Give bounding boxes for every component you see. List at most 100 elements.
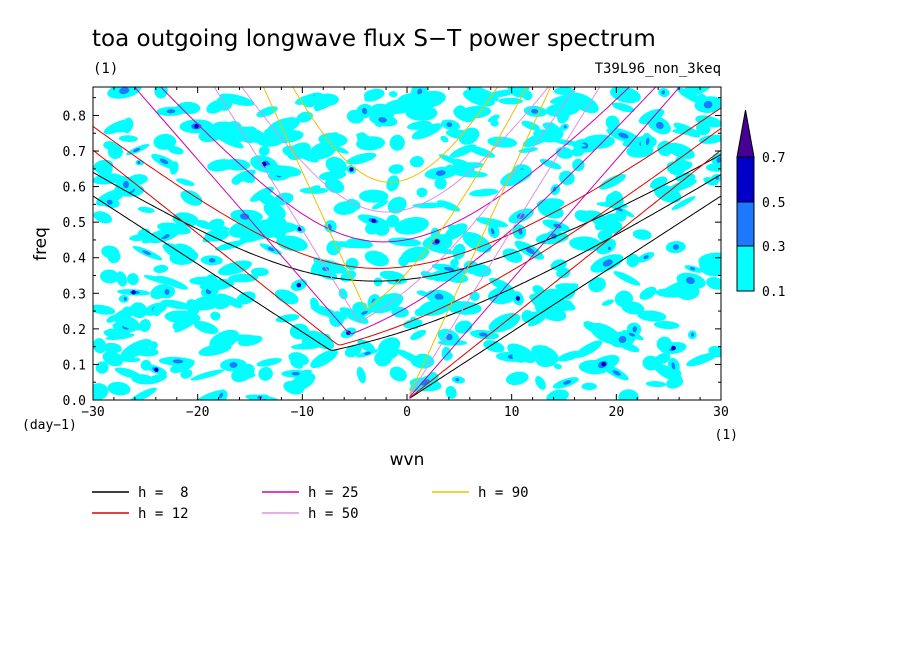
contour-level-0.3 xyxy=(607,246,611,250)
contour-level-0.1 xyxy=(653,320,680,330)
contour-level-0.1 xyxy=(359,189,389,203)
contour-level-0.1 xyxy=(611,102,635,113)
contour-level-0.1 xyxy=(654,353,671,365)
contour-level-0.1 xyxy=(119,319,144,331)
contour-level-0.1 xyxy=(583,321,599,333)
contour-level-0.5 xyxy=(671,345,676,351)
contour-level-0.1 xyxy=(100,269,119,284)
contour-level-0.1 xyxy=(388,164,404,174)
contour-level-0.3 xyxy=(618,132,629,139)
contour-level-0.1 xyxy=(484,89,517,98)
contour-level-0.1 xyxy=(215,240,247,251)
contour-level-0.1 xyxy=(530,297,545,308)
contour-level-0.1 xyxy=(324,178,345,194)
contour-level-0.1 xyxy=(143,374,168,385)
contour-level-0.1 xyxy=(180,190,203,206)
contour-level-0.1 xyxy=(289,323,310,340)
contour-level-0.3 xyxy=(686,277,695,285)
contour-level-0.1 xyxy=(437,200,461,212)
contour-level-0.1 xyxy=(594,213,620,231)
contour-level-0.3 xyxy=(445,333,453,341)
contour-level-0.5 xyxy=(296,282,302,288)
ig0-curve-h25 xyxy=(133,87,657,335)
contour-level-0.3 xyxy=(690,332,694,337)
y-tick-label: 0.6 xyxy=(63,181,86,196)
contour-level-0.1 xyxy=(371,200,388,210)
contour-level-0.1 xyxy=(369,293,404,314)
ig1-curve-h12 xyxy=(93,107,721,269)
contour-level-0.1 xyxy=(364,250,389,267)
contour-level-0.1 xyxy=(344,344,362,358)
contour-level-0.1 xyxy=(93,211,113,224)
contour-level-0.3 xyxy=(455,378,460,382)
contour-level-0.1 xyxy=(93,304,116,315)
contour-level-0.1 xyxy=(469,188,499,197)
ig0-curve-h50 xyxy=(213,87,577,323)
contour-level-0.1 xyxy=(162,243,194,263)
contour-level-0.3 xyxy=(443,266,455,272)
contour-level-0.3 xyxy=(106,199,113,205)
contour-level-0.1 xyxy=(489,277,514,293)
contour-level-0.1 xyxy=(470,264,492,277)
title-unit: (1) xyxy=(93,61,118,77)
contour-level-0.1 xyxy=(703,177,719,186)
contour-level-0.1 xyxy=(311,144,325,151)
contour-level-0.1 xyxy=(238,335,263,347)
contour-level-0.1 xyxy=(391,306,409,318)
contour-level-0.1 xyxy=(207,159,235,172)
contour-level-0.1 xyxy=(120,339,152,360)
contour-level-0.1 xyxy=(172,212,199,227)
contour-level-0.1 xyxy=(191,294,225,311)
ig0-curve-h90 xyxy=(262,87,528,309)
contour-level-0.1 xyxy=(672,128,701,135)
colorbar-segment-0 xyxy=(736,245,755,292)
contour-level-0.1 xyxy=(531,345,558,363)
contour-level-0.1 xyxy=(498,97,524,105)
contour-level-0.1 xyxy=(143,275,177,286)
contour-level-0.1 xyxy=(444,223,468,240)
contour-level-0.1 xyxy=(512,349,531,363)
contour-level-0.1 xyxy=(409,316,420,330)
contour-level-0.1 xyxy=(326,240,341,256)
kelvin-curve-h12 xyxy=(409,149,721,399)
contour-level-0.1 xyxy=(207,218,225,231)
contour-level-0.3 xyxy=(159,158,169,165)
contour-level-0.1 xyxy=(457,162,484,169)
contour-level-0.1 xyxy=(103,141,117,150)
contour-level-0.3 xyxy=(420,379,430,386)
contour-level-0.1 xyxy=(695,115,721,128)
y-tick-label: 0.5 xyxy=(63,216,86,231)
contour-level-0.1 xyxy=(289,372,316,392)
contour-level-0.1 xyxy=(357,132,371,148)
contour-level-0.1 xyxy=(176,178,195,186)
contour-level-0.1 xyxy=(152,306,161,317)
contour-level-0.3 xyxy=(689,267,696,271)
contour-level-0.1 xyxy=(363,88,385,100)
contour-level-0.1 xyxy=(231,177,241,185)
contour-level-0.1 xyxy=(549,127,564,141)
contour-level-0.1 xyxy=(699,259,721,277)
contour-level-0.3 xyxy=(291,372,300,376)
contour-level-0.1 xyxy=(93,159,114,173)
contour-level-0.1 xyxy=(418,299,453,316)
contour-level-0.1 xyxy=(645,381,667,388)
contour-level-0.3 xyxy=(446,122,453,127)
contour-level-0.1 xyxy=(453,106,476,123)
contour-level-0.1 xyxy=(256,106,278,118)
contour-level-0.1 xyxy=(614,290,633,308)
colorbar-label: 0.7 xyxy=(762,151,785,166)
contour-level-0.3 xyxy=(164,289,170,295)
contour-level-0.3 xyxy=(643,255,649,260)
contour-level-0.1 xyxy=(206,99,226,114)
contour-level-0.1 xyxy=(637,310,667,322)
contour-level-0.1 xyxy=(562,284,576,300)
contour-level-0.1 xyxy=(545,102,580,117)
contour-level-0.1 xyxy=(176,101,201,115)
contour-level-0.3 xyxy=(166,109,176,114)
contour-level-0.1 xyxy=(101,245,120,259)
contour-level-0.1 xyxy=(239,228,270,243)
y-tick-label: 0.8 xyxy=(63,109,86,124)
contour-level-0.1 xyxy=(676,284,700,300)
contour-level-0.1 xyxy=(556,267,571,279)
contour-level-0.1 xyxy=(153,264,169,273)
